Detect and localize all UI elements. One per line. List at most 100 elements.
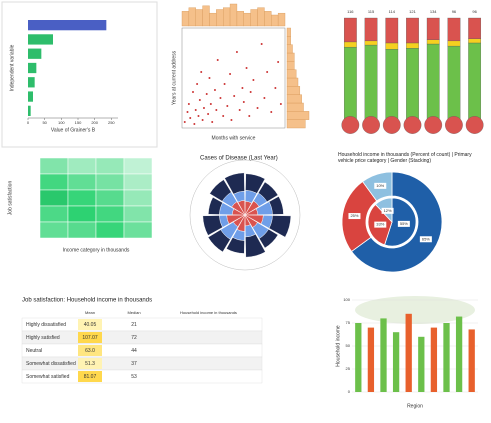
x-tick-label: 100: [58, 120, 65, 125]
point: [213, 89, 216, 91]
y-tick-label: 0: [348, 389, 351, 394]
slice-label: 10%: [376, 183, 384, 188]
chart-title: Household income in thousands (Percent o…: [338, 152, 472, 164]
glow: [355, 296, 475, 324]
bar-segment: [385, 42, 399, 50]
slice: [350, 171, 443, 273]
rose-segment: [245, 233, 266, 258]
hist-bar: [216, 9, 224, 27]
slice-label: 33%: [376, 222, 384, 227]
label-bg: [374, 221, 387, 228]
label-bg: [381, 207, 394, 214]
cell: [39, 205, 69, 223]
point: [242, 101, 245, 103]
cell: [123, 173, 153, 191]
bulb: [341, 116, 360, 134]
point: [241, 87, 244, 89]
point: [245, 67, 248, 69]
hist-bar: [229, 3, 238, 27]
point: [191, 91, 194, 93]
hist-bar: [286, 94, 302, 104]
mean-cell: [78, 319, 102, 330]
point: [256, 107, 259, 109]
column-header: Household income in thousands: [180, 310, 237, 315]
cell: [67, 157, 97, 175]
bar-segment: [406, 42, 419, 49]
bar: [392, 332, 400, 392]
y-axis-label: Independent variable: [9, 44, 15, 91]
bar: [28, 48, 42, 59]
rose-segment: [226, 237, 245, 254]
hist-bar: [243, 12, 251, 27]
x-tick-label: 250: [108, 120, 115, 125]
bar: [28, 34, 53, 45]
bar: [468, 329, 475, 392]
cell-text: Somewhat dissatisfied: [26, 361, 76, 367]
bulb: [382, 116, 401, 134]
cell-text: 37: [131, 361, 137, 367]
bar: [28, 91, 33, 102]
rose-segment: [258, 228, 279, 249]
cell: [95, 189, 125, 207]
mean-cell: [78, 345, 102, 356]
cell-text: 21: [131, 322, 137, 328]
bar-segment: [447, 17, 461, 42]
y-tick-label: 100: [343, 297, 350, 302]
hist-bar: [222, 7, 231, 27]
hist-bar: [286, 61, 295, 70]
bar-segment: [447, 45, 461, 123]
cell: [67, 221, 97, 239]
point: [194, 109, 197, 111]
point: [208, 77, 211, 79]
point: [233, 95, 236, 97]
cell: [39, 173, 69, 191]
hist-bar: [286, 111, 310, 120]
total-label: 134: [430, 9, 437, 14]
bar-segment: [426, 39, 440, 45]
point: [274, 87, 277, 89]
rose-segment: [245, 173, 266, 194]
point: [205, 93, 208, 95]
y-tick-label: 75: [346, 320, 351, 325]
bar-segment: [447, 40, 461, 47]
hist-bar: [236, 11, 245, 27]
bar: [380, 318, 387, 392]
rose-segment: [224, 172, 245, 195]
point: [270, 111, 273, 113]
bar-segment: [343, 17, 357, 43]
slice-label: 55%: [400, 221, 408, 226]
bar-segment: [468, 17, 482, 39]
point: [248, 115, 251, 117]
point: [229, 73, 232, 75]
total-label: 114: [389, 9, 396, 14]
rose-segment: [258, 181, 279, 202]
rose-segment: [202, 215, 223, 236]
bar: [355, 323, 362, 392]
hist-bar: [202, 5, 210, 27]
point: [216, 59, 219, 61]
bar-segment: [343, 46, 357, 123]
bar-segment: [406, 48, 419, 123]
x-tick-label: 150: [75, 120, 82, 125]
point: [235, 51, 238, 53]
polar-frame: [189, 159, 301, 271]
bar: [28, 105, 31, 116]
bar-segment: [426, 17, 440, 40]
cell: [67, 189, 97, 207]
y-axis-label: Years at current address: [171, 50, 177, 105]
hist-bar: [286, 77, 299, 87]
slice-label: 12%: [384, 208, 392, 213]
bar-segment: [406, 17, 419, 44]
mean-cell: [78, 371, 102, 382]
y-axis-label: Household income: [335, 325, 341, 367]
total-label: 121: [409, 9, 416, 14]
point: [238, 109, 241, 111]
bar: [28, 62, 37, 74]
slice-label: 65%: [422, 236, 430, 241]
y-axis-label: Job satisfaction: [7, 181, 13, 216]
point: [260, 43, 263, 45]
hist-bar: [257, 7, 265, 27]
table-title: Job satisfaction: Household income in th…: [22, 298, 152, 304]
cell-text: 63.0: [85, 348, 95, 354]
